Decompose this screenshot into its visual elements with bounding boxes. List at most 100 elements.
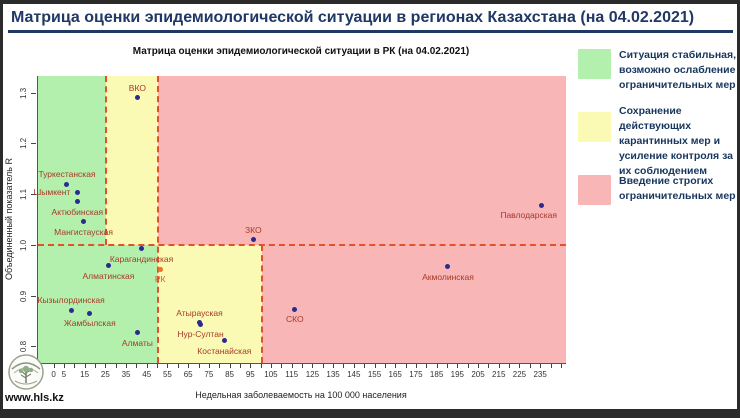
y-tick-label: 1.3 [19,87,28,99]
x-tick [426,364,428,368]
x-tick [488,364,490,368]
x-tick-label: 185 [429,370,444,379]
point-label-Карагандинская: Карагандинская [109,253,174,264]
page-header: Матрица оценки эпидемиологической ситуац… [8,5,733,33]
x-tick [84,364,86,368]
x-tick-label: 135 [326,370,340,379]
data-point-Акмолинская [445,264,451,270]
zone-green [38,244,159,363]
x-tick [63,364,65,368]
x-tick [457,364,459,368]
x-tick [167,364,169,368]
x-tick-label: 145 [347,370,361,379]
legend-item-pink: Введение строгих ограничительных мер [578,174,737,205]
point-label-Туркестанская: Туркестанская [38,169,96,179]
x-tick [529,364,531,368]
x-tick [415,364,417,368]
x-tick-label: 155 [367,370,382,379]
x-tick [395,364,397,368]
x-tick [94,364,96,368]
x-tick [250,364,252,368]
y-tick [31,194,36,196]
x-tick-label: 235 [533,370,547,379]
r-threshold-line [38,243,566,246]
x-tick [550,364,552,368]
x-tick [322,364,324,368]
zone-pink [158,76,566,245]
legend-label: Сохранение действующих карантинных мер и… [619,105,734,177]
legend-swatch-pink [578,175,611,205]
x-tick [364,364,366,368]
x-tick [291,364,293,368]
zone-pink [261,244,566,363]
x-tick [467,364,469,368]
y-tick-label: 1.2 [19,137,28,149]
x-tick [198,364,200,368]
x-tick-label: 85 [225,370,235,379]
x-tick-label: 35 [121,370,131,379]
x-tick [353,364,355,368]
x-axis-title: Недельная заболеваемость на 100 000 насе… [195,390,407,400]
x-tick [239,364,241,368]
x-tick [229,364,231,368]
x-tick-label: 215 [492,370,506,379]
x-tick-label: 165 [388,370,402,379]
x-tick-label: 65 [183,370,193,379]
x-tick [436,364,438,368]
x-tick-label: 225 [512,370,527,379]
y-tick [31,346,36,348]
x-tick-label: 55 [162,370,172,379]
x-tick [519,364,521,368]
x-threshold-line [105,76,108,245]
x-tick [312,364,314,368]
data-point-Карагандинская [139,246,145,252]
x-tick [281,364,283,368]
x-tick [405,364,407,368]
data-point-РК [157,266,163,272]
x-tick [302,364,304,368]
x-tick [146,364,148,368]
epidemic-matrix-chart: Матрица оценки эпидемиологической ситуац… [3,34,737,409]
x-tick-label: 115 [285,370,299,379]
point-label-Кызылординская: Кызылординская [37,295,105,306]
y-tick [31,295,36,297]
legend-item-green: Ситуация стабильная, возможно ослабление… [578,48,737,93]
x-tick-label: 175 [409,370,423,379]
data-point-Мангистауская [81,219,87,225]
x-tick-label: 205 [471,370,485,379]
point-label-Костанайская: Костанайская [197,345,252,356]
x-tick [219,364,221,368]
x-tick [446,364,448,368]
x-tick [115,364,117,368]
x-tick [188,364,190,368]
point-label-ВКО: ВКО [128,82,146,93]
x-tick [384,364,386,368]
data-point-Туркестанская [64,181,70,187]
legend-swatch-green [578,49,611,79]
y-tick-label: 1.1 [19,188,28,200]
data-point-Жамбылская [87,310,93,316]
zone-yellow [158,244,262,363]
x-tick-label: 95 [245,370,255,379]
y-tick [31,244,36,246]
x-tick [270,364,272,368]
x-tick [126,364,128,368]
legend-swatch-yellow [578,112,611,142]
x-tick-label: 5 [61,370,67,379]
data-point-Шымкент [74,189,80,195]
point-label-Нур-Султан: Нур-Султан [177,329,224,340]
data-point-Актюбинская [74,199,80,205]
y-axis-title: Объединенный показатель R [4,158,14,281]
x-tick [105,364,107,368]
data-point-Кызылординская [68,307,74,313]
data-point-Алматы [134,330,140,336]
x-tick-label: 0 [51,370,56,379]
x-tick-label: 125 [305,370,320,379]
legend-label: Ситуация стабильная, возможно ослабление… [619,49,737,91]
point-label-ЗКО: ЗКО [245,224,262,235]
zone-green [38,76,107,245]
legend-label: Введение строгих ограничительных мер [619,175,736,202]
point-label-Акмолинская: Акмолинская [422,271,474,282]
y-tick [31,143,36,145]
tree-emblem-logo-icon [7,353,45,396]
